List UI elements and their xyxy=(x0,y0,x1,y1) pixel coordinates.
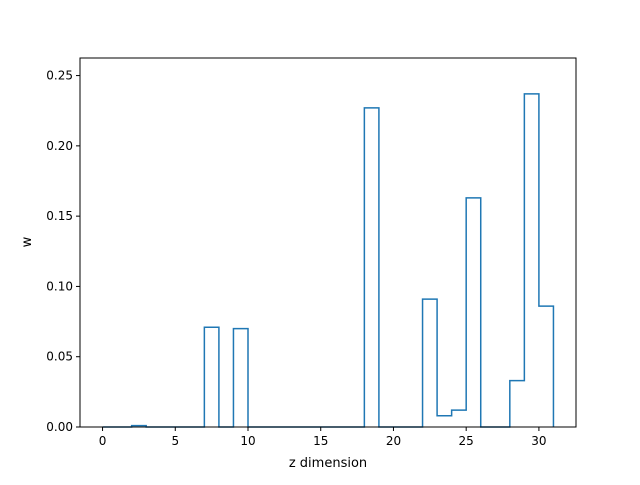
axes-layer: 0 5 10 15 20 25 30 0.00 0.05 0.10 0.15 0.20 0.25 xyxy=(46,57,577,448)
x-tick-label: 10 xyxy=(240,434,255,448)
plot-area xyxy=(80,58,576,427)
x-tick-label: 20 xyxy=(386,434,401,448)
y-tick-label: 0.20 xyxy=(46,139,73,153)
x-tick-label: 30 xyxy=(531,434,546,448)
y-tick-label: 0.05 xyxy=(46,350,73,364)
x-tick-label: 0 xyxy=(99,434,107,448)
y-tick-label: 0.15 xyxy=(46,209,73,223)
x-axis-label: z dimension xyxy=(289,456,367,471)
axes-frame xyxy=(79,57,577,428)
y-axis-label: w xyxy=(20,236,35,247)
y-tick-label: 0.00 xyxy=(46,420,73,434)
x-tick-label: 25 xyxy=(459,434,474,448)
x-tick-label: 15 xyxy=(313,434,328,448)
y-tick-label: 0.10 xyxy=(46,279,73,293)
x-tick-label: 5 xyxy=(171,434,179,448)
y-tick-label: 0.25 xyxy=(46,69,73,83)
